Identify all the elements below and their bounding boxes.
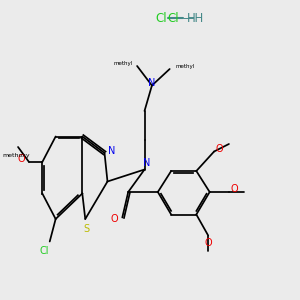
Text: O: O: [216, 143, 223, 154]
Text: methyl: methyl: [113, 61, 133, 66]
Text: —H: —H: [178, 11, 203, 25]
Text: O: O: [204, 238, 212, 248]
Text: methyl: methyl: [176, 64, 195, 69]
Text: N: N: [143, 158, 151, 168]
Text: O: O: [110, 214, 118, 224]
Text: N: N: [148, 77, 156, 88]
Text: Cl: Cl: [39, 245, 49, 256]
Text: O: O: [18, 154, 26, 164]
Text: N: N: [108, 146, 116, 156]
Text: H: H: [187, 11, 196, 25]
Text: S: S: [83, 224, 89, 235]
Text: methoxy: methoxy: [3, 153, 30, 158]
Text: O: O: [230, 184, 238, 194]
Text: Cl: Cl: [167, 11, 178, 25]
Text: Cl: Cl: [155, 11, 166, 25]
